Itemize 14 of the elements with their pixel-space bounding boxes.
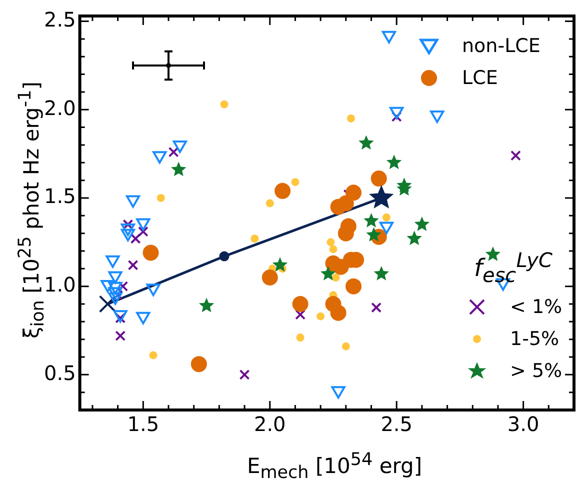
y-tick-label: 0.5	[44, 360, 76, 385]
x-tick-label: 2.5	[380, 412, 413, 436]
x-axis-title: E$_{mech}$ [10$^{54}$ erg]	[246, 450, 424, 484]
x-tick-label: 2.0	[254, 412, 286, 436]
y-tick-label: 1.5	[44, 184, 76, 208]
y-tick-label: 2.5	[44, 8, 76, 32]
legend-label: 1-5%	[510, 328, 560, 350]
legend-label: non-LCE	[462, 35, 540, 57]
legend-label: > 5%	[510, 360, 562, 382]
legend-label: < 1%	[510, 296, 562, 318]
y-tick-label: 2.0	[44, 96, 76, 120]
x-tick-label: 1.5	[127, 412, 160, 436]
x-tick-label: 3.0	[507, 412, 540, 436]
legend-label: LCE	[462, 67, 498, 89]
